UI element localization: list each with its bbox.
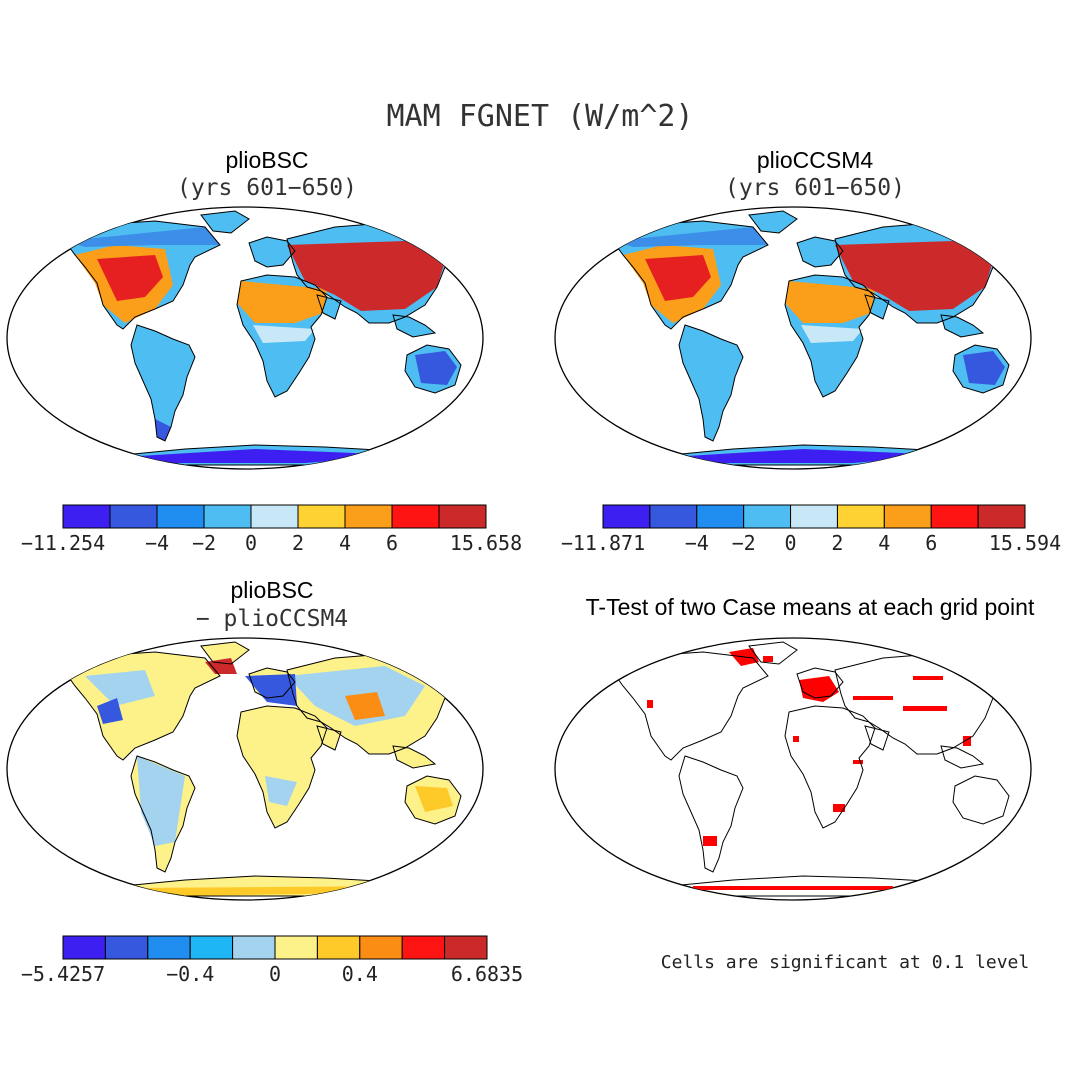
colorbar-tick-label: −11.871 (561, 531, 645, 555)
colorbar-swatch (602, 504, 651, 529)
panel-significance: T-Test of two Case means at each grid po… (554, 594, 1035, 973)
colorbar-swatch (62, 504, 111, 529)
colorbar-swatch (696, 504, 745, 529)
panel-2-subtitle: (yrs 601−650) (725, 175, 905, 201)
colorbar-swatch (438, 504, 487, 529)
panel-1-subtitle: (yrs 601−650) (177, 175, 357, 201)
map-pliobsc (6, 206, 484, 470)
colorbar-tick-label: −0.4 (166, 962, 214, 986)
colorbar-tick-label: 0 (785, 531, 797, 555)
panel-3-title: plioBSC (230, 577, 313, 603)
colorbar-tick-label: −2 (192, 531, 216, 555)
colorbar-swatch (104, 935, 149, 960)
colorbar-tick-label: −4 (685, 531, 709, 555)
panel-2-title: plioCCSM4 (757, 147, 874, 173)
colorbar-tick-label: 6 (386, 531, 398, 555)
colorbar-swatch (147, 935, 191, 960)
panel-4-title: T-Test of two Case means at each grid po… (586, 594, 1035, 620)
colorbar-swatch (297, 504, 346, 529)
colorbar-swatch (401, 935, 446, 960)
colorbar-swatch (836, 504, 885, 529)
map-difference (6, 637, 484, 901)
colorbar-swatch (883, 504, 932, 529)
colorbar-swatch (344, 504, 393, 529)
colorbar-swatch (250, 504, 299, 529)
colorbar-tick-label: 4 (339, 531, 351, 555)
map-significance (554, 637, 1032, 901)
colorbar-swatch (316, 935, 361, 960)
colorbar-pliocccsm4: −11.871 −4 −2 0 2 4 6 15.594 (561, 504, 1061, 555)
colorbar-tick-label: 15.594 (989, 531, 1061, 555)
colorbar-swatch (62, 935, 106, 960)
colorbar-swatch (156, 504, 205, 529)
colorbar-swatch (649, 504, 698, 529)
colorbar-swatch (203, 504, 252, 529)
colorbar-swatch (232, 935, 276, 960)
colorbar-difference: −5.4257 −0.4 0 0.4 6.6835 (21, 935, 523, 986)
panel-difference: plioBSC − plioCCSM4 (6, 577, 484, 901)
colorbar-tick-label: 15.658 (450, 531, 522, 555)
colorbar-swatch (743, 504, 792, 529)
panel-3-subtitle: − plioCCSM4 (196, 606, 348, 632)
colorbar-swatch (444, 935, 488, 960)
colorbar-tick-label: 0 (245, 531, 257, 555)
colorbar-tick-label: 2 (831, 531, 843, 555)
colorbar-tick-label: −4 (145, 531, 169, 555)
colorbar-swatch (930, 504, 979, 529)
map-pliocccsm4 (554, 206, 1032, 470)
figure-title: MAM FGNET (W/m^2) (386, 99, 693, 134)
colorbar-tick-label: 6 (925, 531, 937, 555)
colorbar-swatch (977, 504, 1026, 529)
colorbar-tick-label: −11.254 (21, 531, 105, 555)
colorbar-swatch (274, 935, 318, 960)
panel-pliocccsm4: plioCCSM4 (yrs 601−650) (554, 147, 1032, 470)
colorbar-tick-label: −5.4257 (21, 962, 105, 986)
panel-pliobsc: plioBSC (yrs 601−650) (6, 147, 484, 470)
colorbar-tick-label: 4 (878, 531, 890, 555)
colorbar-tick-label: 2 (292, 531, 304, 555)
colorbar-swatch (391, 504, 440, 529)
colorbar-swatch (189, 935, 234, 960)
colorbar-swatch (109, 504, 158, 529)
colorbar-tick-label: −2 (732, 531, 756, 555)
colorbar-tick-label: 0 (269, 962, 281, 986)
panel-1-title: plioBSC (225, 147, 308, 173)
colorbar-swatch (790, 504, 838, 529)
colorbar-tick-label: 6.6835 (451, 962, 523, 986)
colorbar-pliobsc: −11.254 −4 −2 0 2 4 6 15.658 (21, 504, 522, 555)
colorbar-swatch (359, 935, 403, 960)
colorbar-tick-label: 0.4 (342, 962, 378, 986)
significance-note: Cells are significant at 0.1 level (661, 952, 1029, 973)
